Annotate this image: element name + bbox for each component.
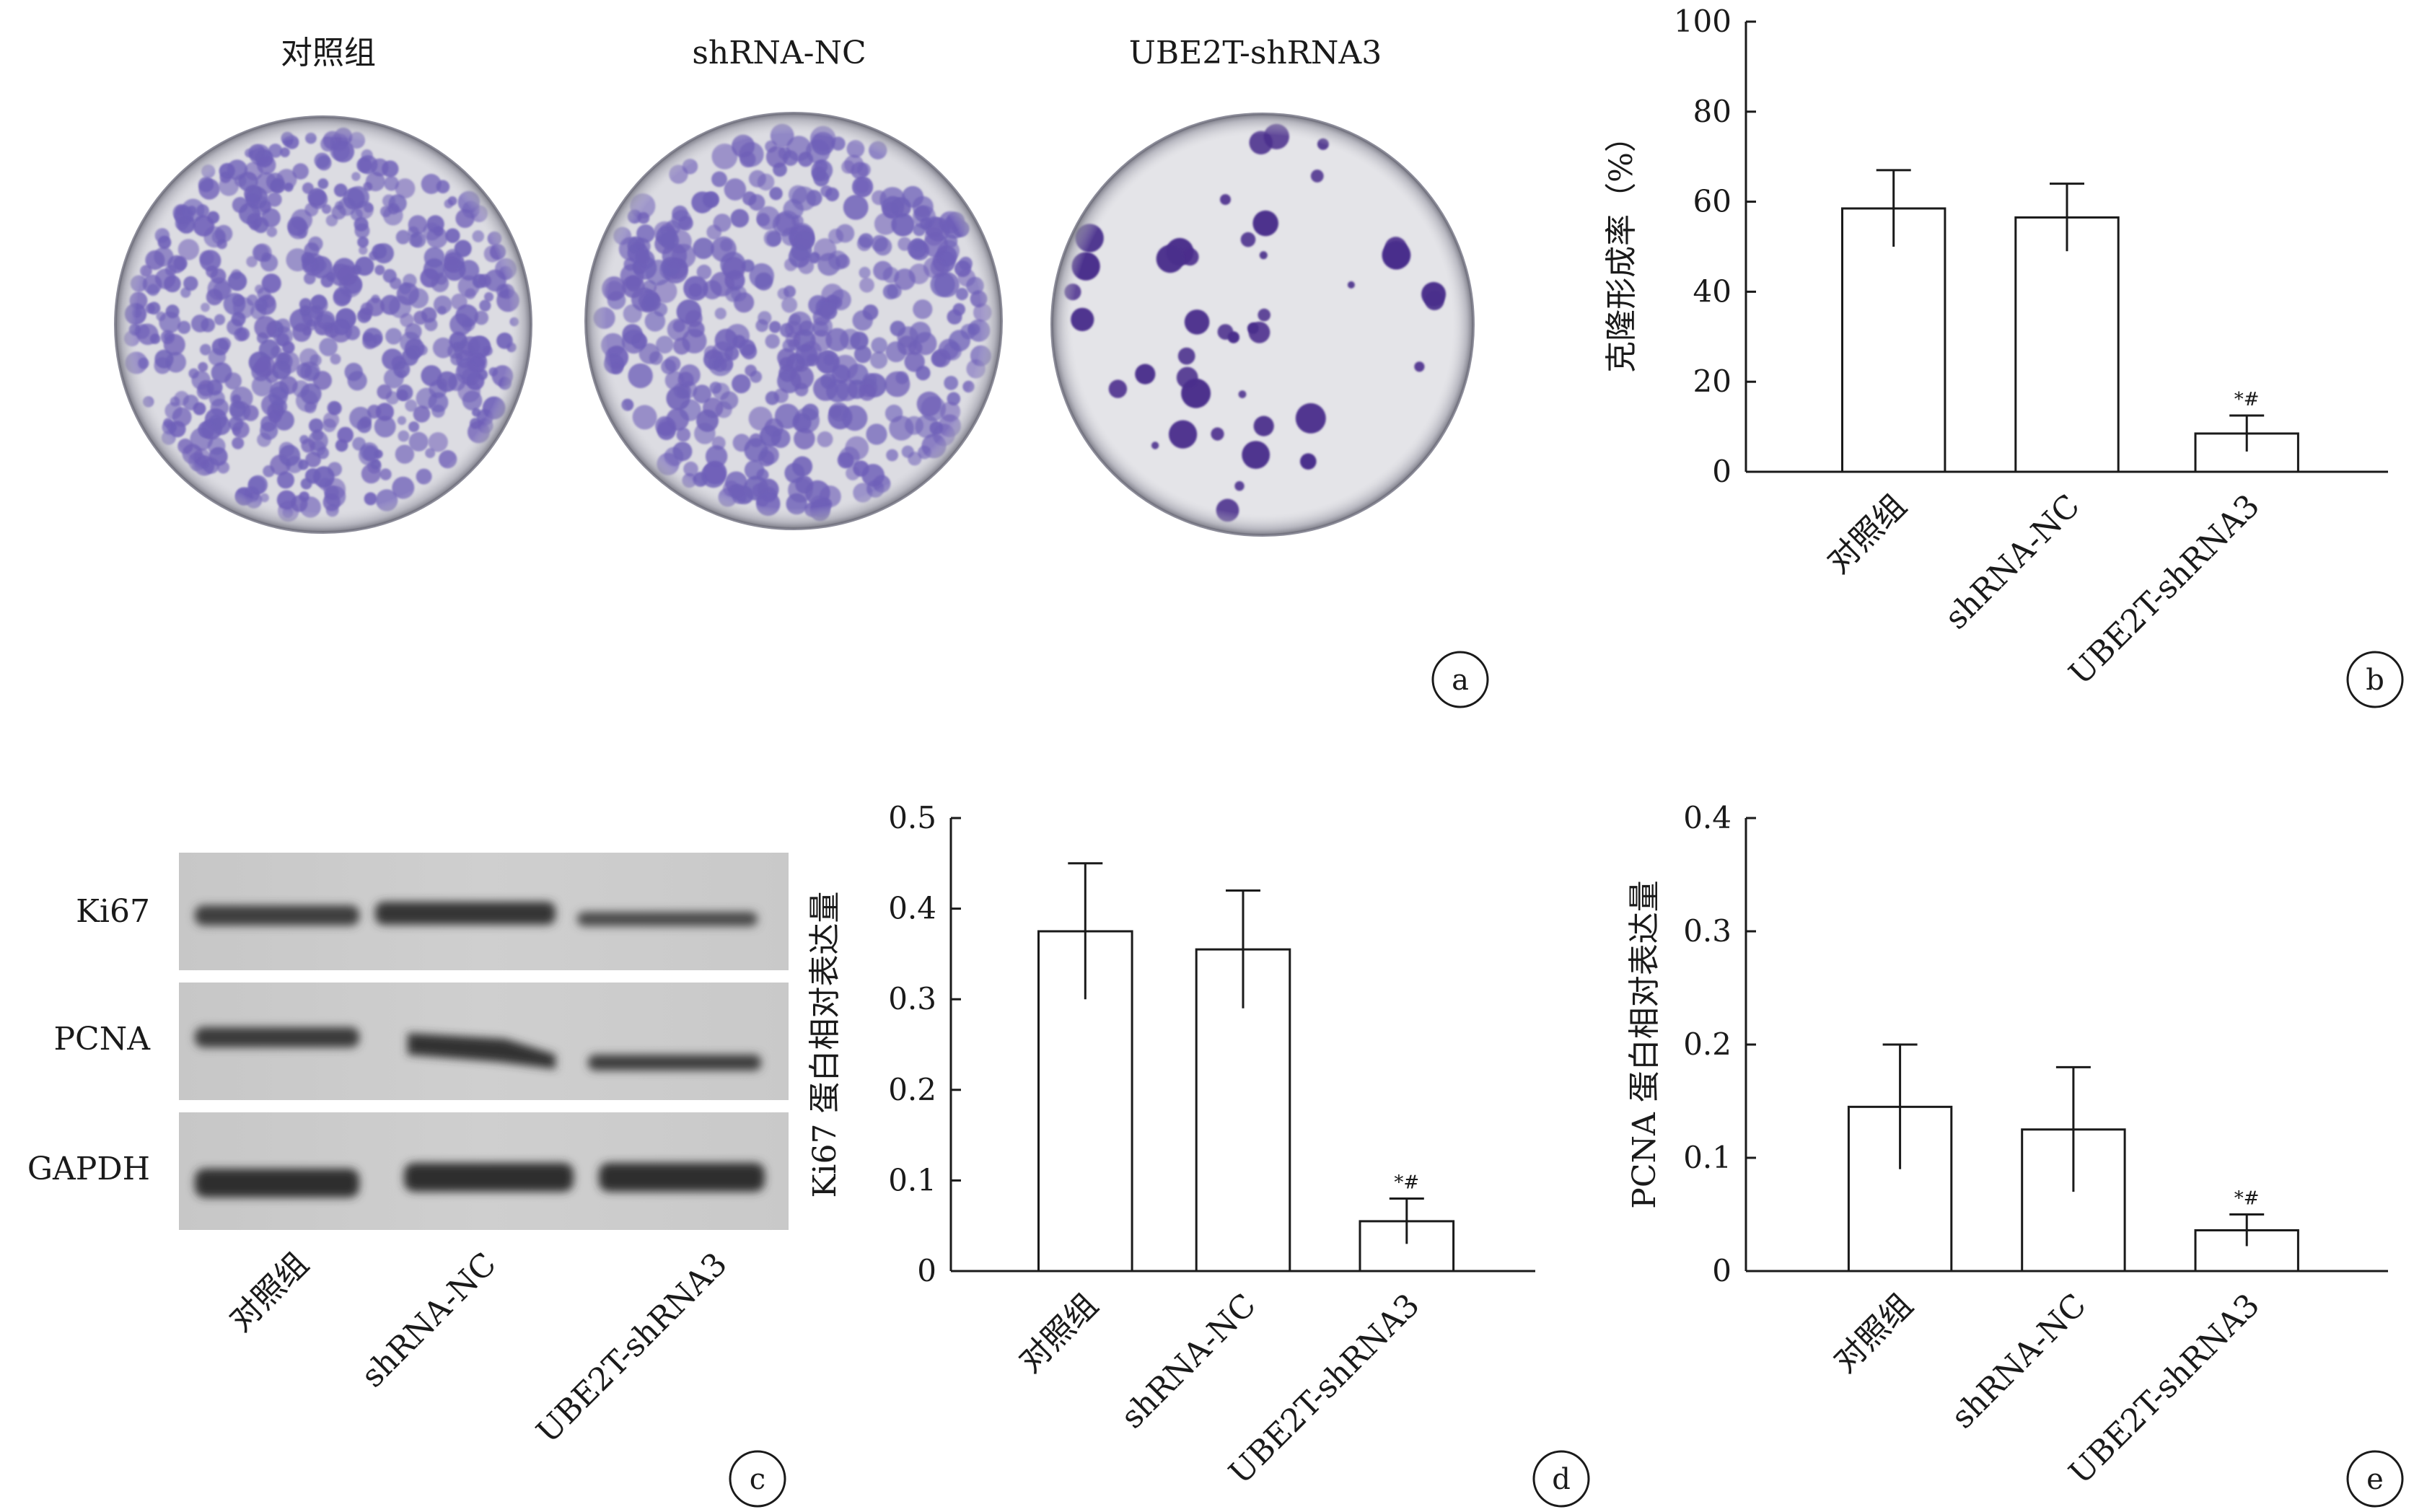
y-tick-label: 20 bbox=[1693, 364, 1732, 399]
dish-label-shrna-nc: shRNA-NC bbox=[692, 35, 866, 71]
significance-mark: *# bbox=[2234, 1188, 2260, 1210]
blot-lane-label-shrna-nc: shRNA-NC bbox=[354, 1246, 504, 1395]
x-tick-label: UBE2T-shRNA3 bbox=[2062, 488, 2267, 693]
y-tick-label: 0.2 bbox=[1683, 1027, 1732, 1062]
dish-label-ube2t: UBE2T-shRNA3 bbox=[1129, 35, 1382, 71]
dish-label-control: 对照组 bbox=[281, 35, 376, 71]
y-tick-label: 0.4 bbox=[1683, 800, 1732, 835]
band-label-gapdh: GAPDH bbox=[27, 1151, 150, 1187]
significance-mark: *# bbox=[2234, 389, 2260, 410]
y-tick-label: 0.5 bbox=[888, 800, 936, 835]
y-tick-label: 0.2 bbox=[888, 1072, 936, 1107]
blot-lane-label-ube2t: UBE2T-shRNA3 bbox=[530, 1246, 734, 1451]
y-tick-label: 0.3 bbox=[1683, 913, 1732, 949]
panel-label-e: e bbox=[2346, 1450, 2404, 1508]
y-tick-label: 0.1 bbox=[1683, 1140, 1732, 1175]
culture-dish-shrna-nc bbox=[584, 112, 1003, 530]
y-tick-label: 0.4 bbox=[888, 891, 936, 926]
y-tick-label: 60 bbox=[1693, 184, 1732, 219]
panel-b: 0 20 40 60 80 100 克隆形成率（%） 对照组 shRNA-NC *# UBE2T-s… bbox=[1603, 4, 2404, 708]
x-tick-label: shRNA-NC bbox=[1114, 1287, 1263, 1436]
significance-mark: *# bbox=[1394, 1172, 1419, 1194]
y-tick-label: 0 bbox=[917, 1253, 936, 1288]
svg-text:e: e bbox=[2366, 1463, 2384, 1496]
svg-text:c: c bbox=[750, 1463, 765, 1496]
panel-c: Ki67 PCNA GAPDH 对照组 shRNA-NC UBE2T-shRNA… bbox=[27, 853, 789, 1508]
bar bbox=[1841, 207, 1946, 473]
band-label-ki67: Ki67 bbox=[76, 893, 150, 930]
chart-b: 0 20 40 60 80 100 克隆形成率（%） 对照组 shRNA-NC *# UBE2T-s… bbox=[1603, 4, 2388, 693]
x-tick-label: shRNA-NC bbox=[1944, 1287, 2094, 1436]
panel-label-b: b bbox=[2346, 651, 2404, 708]
x-tick-label: shRNA-NC bbox=[1938, 488, 2087, 637]
x-tick-label: 对照组 bbox=[1827, 1287, 1920, 1380]
y-tick-label: 80 bbox=[1693, 94, 1732, 129]
y-tick-label: 0 bbox=[1712, 1253, 1732, 1288]
y-axis-label: Ki67 蛋白相对表达量 bbox=[807, 892, 843, 1198]
blot-ki67 bbox=[179, 853, 789, 970]
bar bbox=[2014, 216, 2120, 473]
blot-pcna bbox=[179, 983, 789, 1100]
panel-label-d: d bbox=[1532, 1450, 1590, 1508]
y-tick-label: 0.3 bbox=[888, 981, 936, 1016]
svg-text:b: b bbox=[2366, 664, 2384, 697]
panel-label-a: a bbox=[1431, 651, 1489, 708]
svg-text:a: a bbox=[1452, 664, 1469, 697]
y-axis-label: 克隆形成率（%） bbox=[1603, 120, 1640, 373]
band-label-pcna: PCNA bbox=[53, 1021, 151, 1058]
panel-label-c: c bbox=[729, 1450, 786, 1508]
blot-lane-label-control: 对照组 bbox=[222, 1246, 315, 1339]
y-tick-label: 0 bbox=[1712, 454, 1732, 489]
blot-gapdh bbox=[179, 1112, 789, 1230]
culture-dish-ube2t bbox=[1050, 113, 1475, 537]
y-tick-label: 100 bbox=[1674, 4, 1732, 39]
panel-a: 对照组 shRNA-NC UBE2T-shRNA3 a bbox=[114, 35, 1489, 708]
x-tick-label: UBE2T-shRNA3 bbox=[2062, 1287, 2267, 1492]
x-tick-label: 对照组 bbox=[1012, 1287, 1105, 1380]
y-tick-label: 40 bbox=[1693, 273, 1732, 309]
culture-dish-control bbox=[114, 115, 532, 534]
x-tick-label: 对照组 bbox=[1820, 488, 1913, 581]
svg-text:d: d bbox=[1552, 1463, 1571, 1496]
y-tick-label: 0.1 bbox=[888, 1162, 936, 1197]
y-axis-label: PCNA 蛋白相对表达量 bbox=[1626, 880, 1663, 1209]
